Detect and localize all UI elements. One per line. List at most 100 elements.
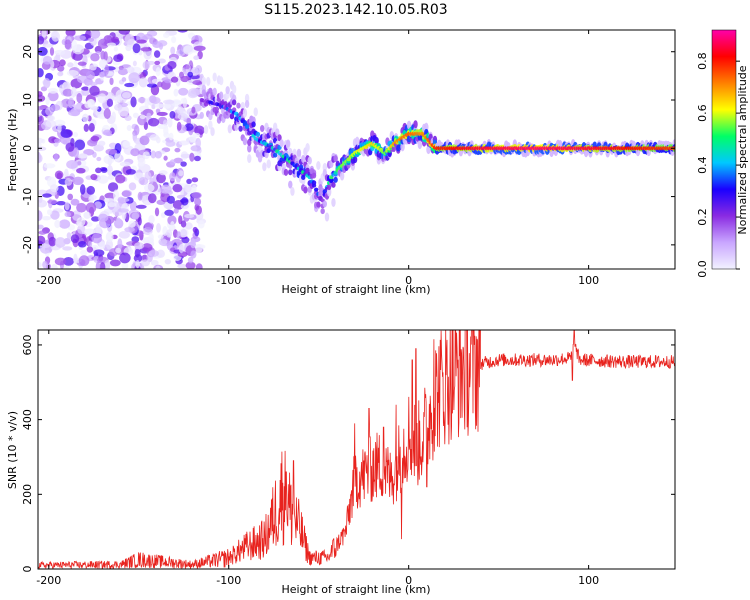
heatmap-cell	[98, 241, 106, 250]
heatmap-cell	[188, 135, 197, 143]
heatmap-cell	[324, 212, 330, 222]
heatmap-cell	[76, 92, 83, 103]
heatmap-cell	[90, 135, 100, 142]
heatmap-cell	[148, 215, 155, 224]
heatmap-cell	[70, 198, 80, 206]
heatmap-cell	[53, 138, 61, 144]
heatmap-cell	[189, 152, 195, 162]
heatmap-cell	[183, 184, 192, 193]
heatmap-cell	[126, 124, 132, 131]
heatmap-cell	[279, 139, 284, 148]
heatmap-cell	[170, 220, 175, 231]
heatmap-cell	[117, 196, 125, 204]
heatmap-cell	[76, 167, 86, 174]
heatmap-cell	[290, 186, 295, 196]
heatmap-cell	[95, 167, 102, 174]
heatmap-cell	[181, 197, 189, 206]
heatmap-cell	[70, 234, 80, 244]
y-tick-label: 0	[21, 145, 34, 152]
heatmap-cell	[97, 213, 109, 223]
heatmap-cell	[206, 76, 211, 86]
heatmap-cell	[107, 182, 119, 192]
heatmap-cell	[244, 93, 250, 103]
heatmap-cell	[62, 88, 74, 97]
heatmap-cell	[54, 237, 66, 248]
heatmap-cell	[132, 60, 137, 67]
heatmap-cell	[190, 250, 197, 259]
heatmap-cell	[178, 243, 184, 254]
heatmap-cell	[193, 155, 201, 162]
heatmap-cell	[117, 68, 129, 76]
heatmap-cell	[155, 66, 161, 77]
heatmap-cell	[146, 112, 152, 119]
x-tick-label: 0	[405, 574, 412, 587]
heatmap-cell	[208, 113, 213, 121]
heatmap-cell	[134, 242, 145, 250]
heatmap-cell	[150, 97, 161, 104]
heatmap-cell	[156, 111, 168, 117]
x-tick-label: -200	[36, 574, 61, 587]
heatmap-cell	[73, 132, 79, 138]
heatmap-cell	[146, 83, 158, 88]
y-tick-label: 200	[21, 484, 34, 505]
heatmap-cell	[43, 78, 51, 89]
heatmap-cell	[45, 106, 54, 116]
heatmap-cell	[303, 186, 308, 194]
heatmap-cell	[305, 168, 310, 174]
heatmap-cell	[187, 256, 194, 264]
heatmap-cell	[43, 163, 56, 169]
heatmap-cell	[66, 70, 79, 77]
heatmap-cell	[50, 210, 60, 220]
heatmap-cell	[417, 140, 423, 150]
heatmap-cell	[106, 42, 116, 47]
heatmap-cell	[172, 184, 183, 193]
heatmap-cell	[53, 119, 66, 127]
heatmap-cell	[65, 30, 76, 37]
heatmap-cell	[71, 39, 78, 51]
heatmap-cell	[38, 137, 44, 144]
heatmap-cell	[64, 201, 70, 211]
colorbar-label: Normalized spectral amplitude	[736, 65, 749, 234]
heatmap-cell	[143, 183, 155, 193]
heatmap-cell	[119, 161, 131, 167]
heatmap-cell	[301, 174, 306, 180]
heatmap-cell	[173, 88, 179, 97]
heatmap-cell	[64, 178, 73, 186]
heatmap-cell	[38, 35, 45, 45]
heatmap-cell	[305, 143, 310, 153]
heatmap-cell	[76, 217, 86, 227]
heatmap-cell	[58, 219, 71, 229]
heatmap-cell	[112, 95, 118, 101]
heatmap-cell	[413, 120, 418, 129]
heatmap-cell	[186, 178, 192, 185]
heatmap-cell	[86, 185, 96, 195]
heatmap-cell	[100, 50, 106, 61]
figure-title: S115.2023.142.10.05.R03	[264, 2, 447, 18]
heatmap-cell	[74, 35, 86, 41]
heatmap-cell	[68, 109, 80, 117]
heatmap-cell	[307, 156, 312, 165]
heatmap-cell	[176, 121, 182, 131]
heatmap-cell	[130, 96, 137, 108]
heatmap-cell	[137, 216, 142, 226]
heatmap-cell	[139, 135, 150, 146]
heatmap-cell	[242, 108, 248, 118]
heatmap-cell	[82, 113, 89, 123]
heatmap-cell	[154, 150, 162, 159]
heatmap-cell	[90, 173, 98, 181]
heatmap-cell	[88, 196, 94, 202]
heatmap-cell	[247, 144, 252, 153]
heatmap-cell	[214, 106, 220, 112]
x-tick-label: 100	[578, 574, 599, 587]
heatmap-cell	[159, 184, 172, 194]
heatmap-cell	[129, 200, 137, 212]
heatmap-cell	[113, 46, 118, 52]
colorbar-tick-label: 0.8	[696, 52, 709, 70]
heatmap-cell	[128, 72, 140, 84]
heatmap-cell	[191, 177, 199, 183]
heatmap-cell	[163, 155, 168, 161]
heatmap-cell	[38, 152, 42, 163]
heatmap-cell	[193, 45, 206, 52]
heatmap-cell	[142, 151, 150, 160]
heatmap-cell	[81, 86, 90, 91]
